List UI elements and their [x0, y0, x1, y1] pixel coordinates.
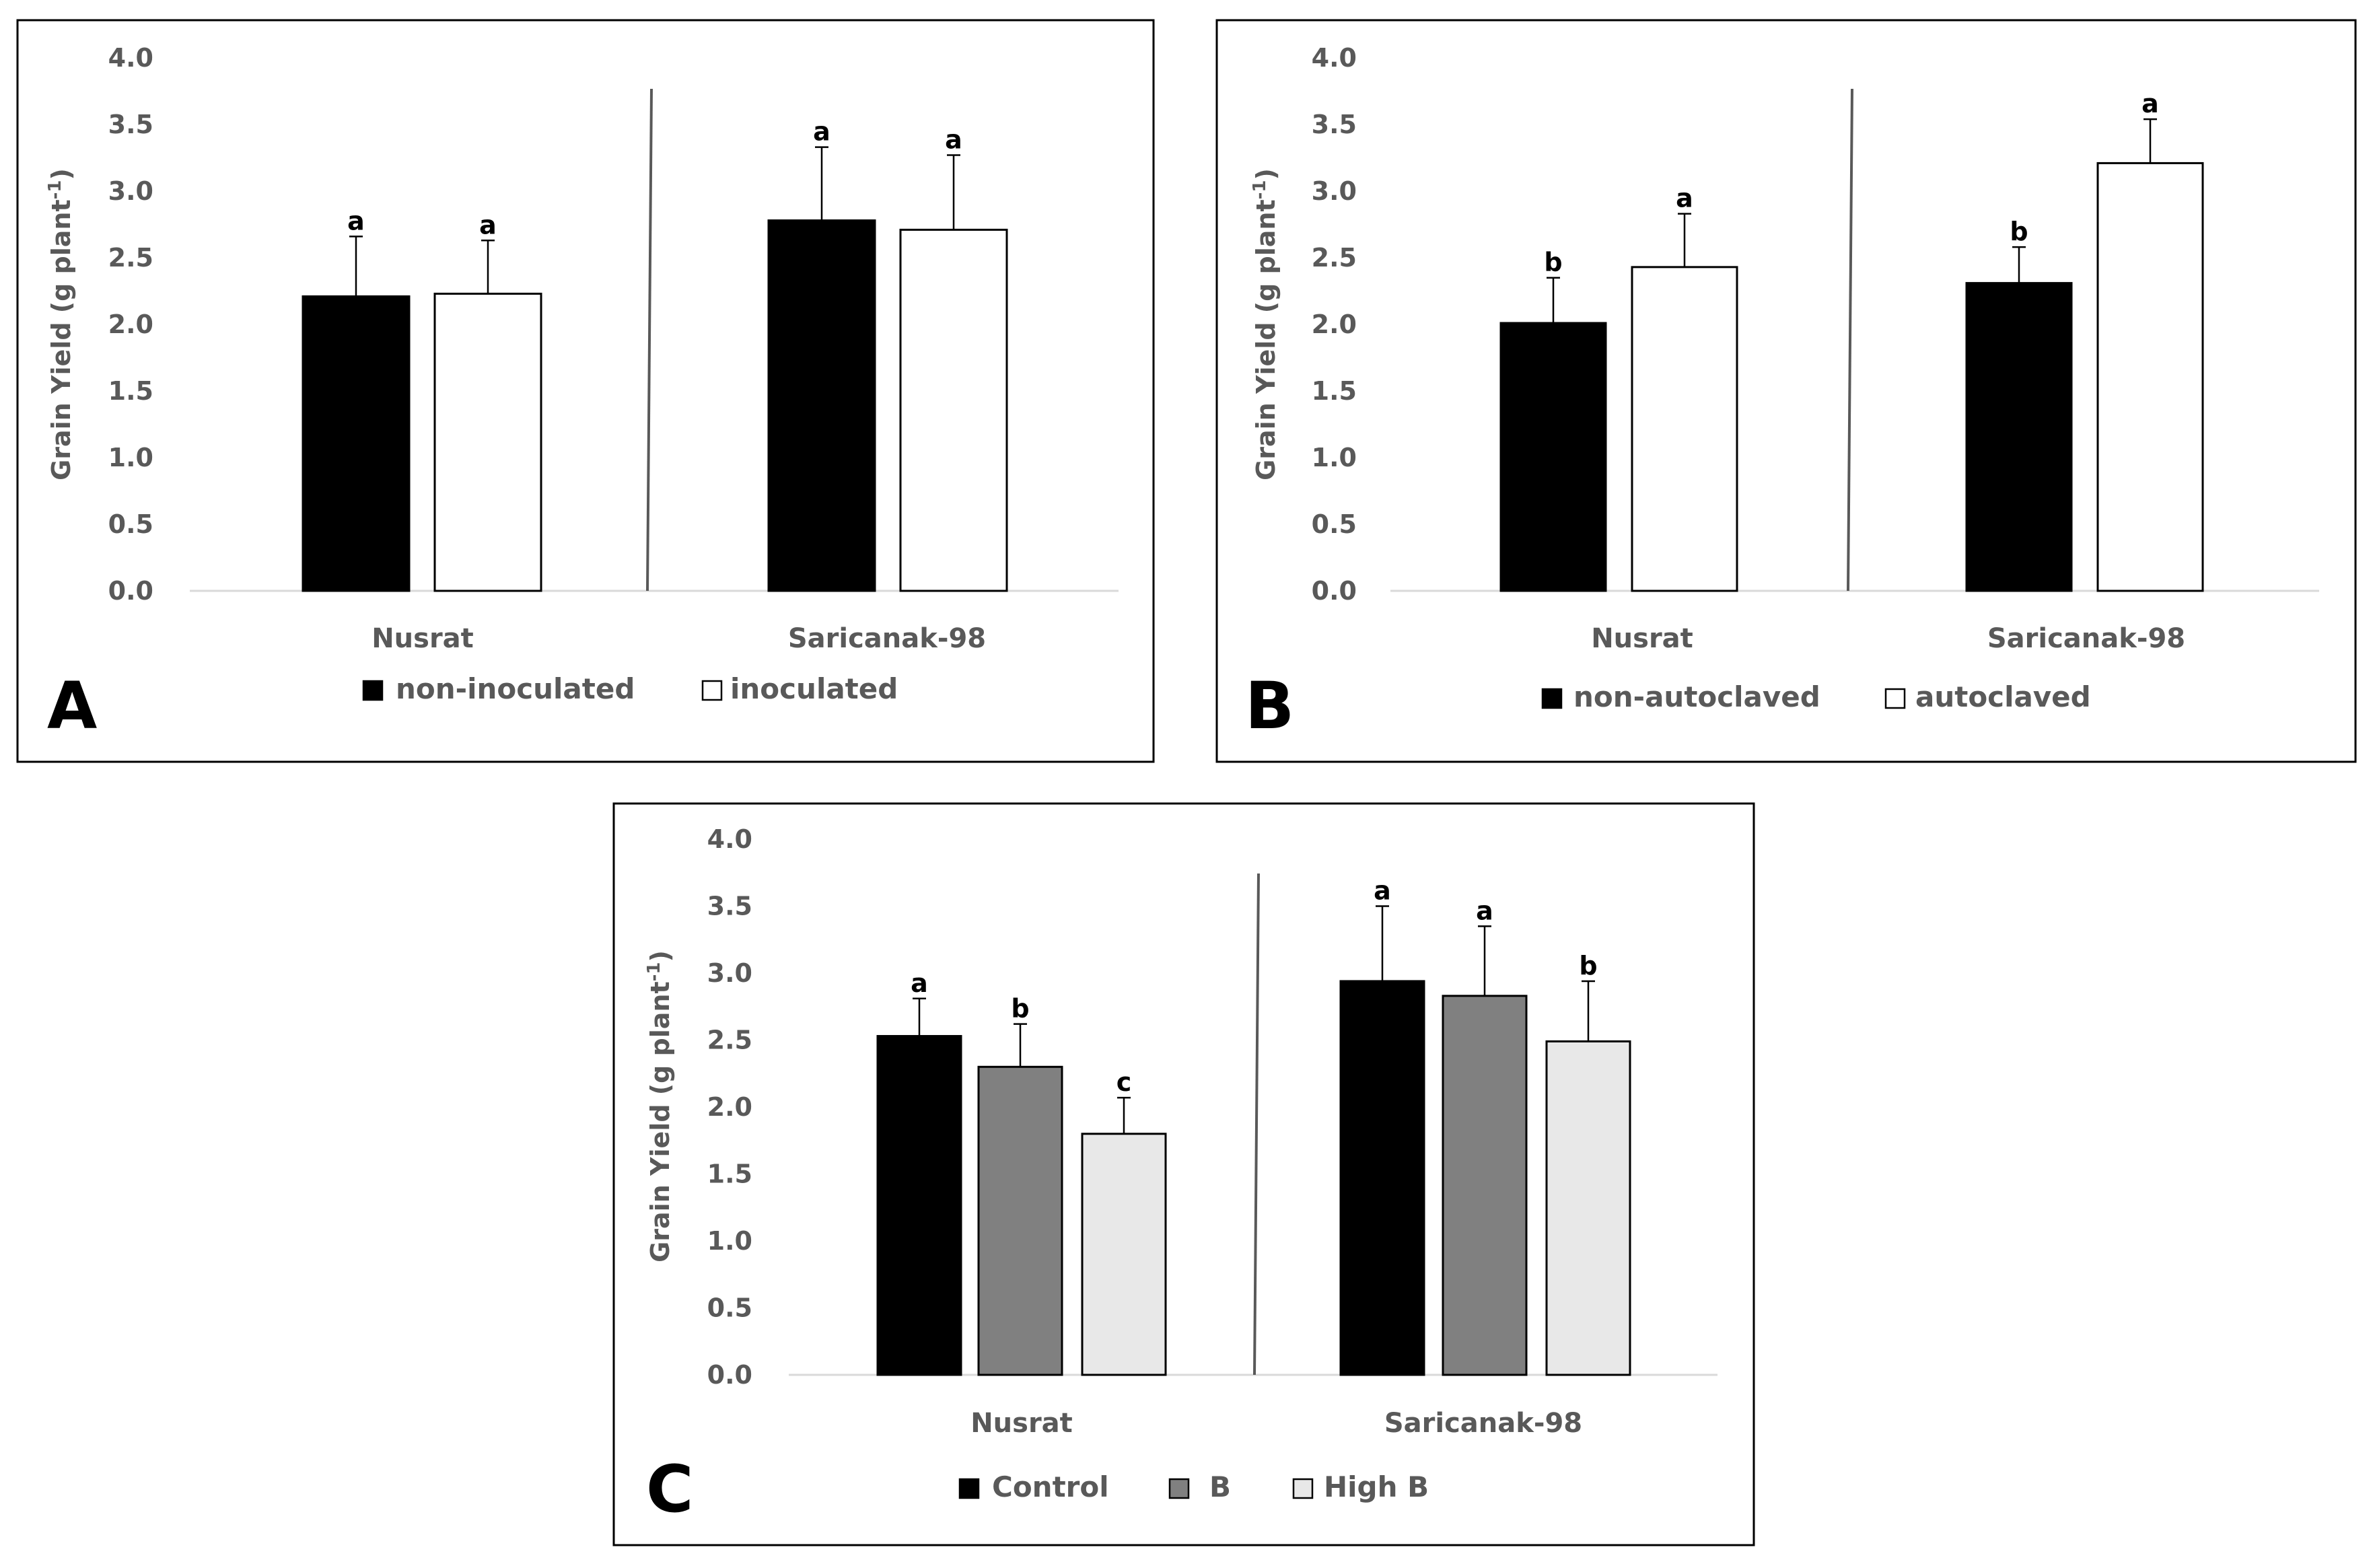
- bar: [899, 228, 1008, 592]
- y-tick-label: 0.0: [707, 1360, 752, 1390]
- y-tick-label: 3.5: [1312, 110, 1357, 139]
- significance-letter: a: [1476, 896, 1493, 925]
- y-axis-title: Grain Yield (g plant-1): [1250, 168, 1281, 480]
- y-tick-label: 2.0: [1312, 310, 1357, 339]
- significance-letter: a: [813, 117, 830, 147]
- y-tick-label: 0.5: [707, 1293, 752, 1323]
- significance-letter: b: [1544, 248, 1562, 277]
- y-tick-label: 1.5: [108, 376, 153, 406]
- legend-swatch: [362, 680, 384, 701]
- bar: [1081, 1133, 1167, 1376]
- y-tick-label: 3.0: [108, 176, 153, 206]
- y-axis-title: Grain Yield (g plant-1): [45, 168, 76, 480]
- y-axis-title-close: ): [1251, 168, 1281, 180]
- legend-label: inoculated: [730, 672, 898, 705]
- legend-label: non-autoclaved: [1573, 680, 1820, 713]
- y-tick-label: 2.5: [108, 243, 153, 273]
- group-separator: [646, 88, 653, 592]
- y-tick-label: 3.5: [108, 110, 153, 139]
- y-tick-label: 4.0: [707, 824, 752, 854]
- y-axis-title-superscript: -1: [644, 962, 664, 981]
- y-tick-label: 3.5: [707, 892, 752, 921]
- bar: [1965, 282, 2073, 592]
- significance-letter: a: [1676, 184, 1693, 213]
- chart-panel-b: 0.0 0.5 1.0 1.5 2.0 2.5 3.0 3.5 4.0 Grain Yield (…: [1215, 19, 2357, 763]
- category-label: Saricanak-98: [788, 623, 986, 654]
- bar: [1339, 980, 1425, 1376]
- legend-swatch: [701, 680, 723, 701]
- bar: [876, 1035, 962, 1376]
- y-tick-label: 0.0: [1312, 576, 1357, 606]
- y-tick-label: 1.0: [1312, 443, 1357, 472]
- significance-letter: a: [479, 210, 497, 240]
- y-axis-title: Grain Yield (g plant-1): [644, 950, 675, 1262]
- y-tick-label: 1.0: [707, 1226, 752, 1256]
- y-tick-label: 1.5: [707, 1160, 752, 1189]
- y-axis-title-superscript: -1: [1250, 180, 1270, 199]
- significance-letter: a: [2141, 89, 2159, 118]
- significance-letter: b: [1579, 951, 1597, 981]
- y-tick-label: 3.0: [1312, 176, 1357, 206]
- category-label: Saricanak-98: [1384, 1408, 1582, 1439]
- legend-swatch: [1884, 688, 1906, 709]
- significance-letter: b: [1011, 994, 1029, 1024]
- y-tick-label: 2.0: [108, 310, 153, 339]
- bar: [767, 219, 876, 592]
- category-label: Saricanak-98: [1987, 623, 2185, 654]
- legend-swatch: [958, 1478, 980, 1499]
- significance-letter: a: [911, 968, 928, 998]
- significance-letter: a: [945, 125, 962, 155]
- bar: [1499, 322, 1607, 592]
- y-tick-label: 0.0: [108, 576, 153, 606]
- significance-letter: b: [2010, 217, 2028, 246]
- y-axis-title-main: Grain Yield (g plant: [1251, 199, 1281, 480]
- significance-letter: a: [347, 206, 365, 236]
- y-tick-label: 2.5: [707, 1026, 752, 1055]
- bar: [1631, 266, 1738, 592]
- y-tick-label: 4.0: [1312, 43, 1357, 73]
- legend-label: High B: [1324, 1470, 1429, 1503]
- y-tick-label: 1.5: [1312, 376, 1357, 406]
- category-label: Nusrat: [1591, 623, 1693, 654]
- y-tick-label: 0.5: [1312, 509, 1357, 539]
- bar: [2096, 162, 2204, 592]
- y-tick-label: 2.0: [707, 1092, 752, 1122]
- significance-letter: a: [1374, 876, 1391, 906]
- group-separator: [1253, 873, 1260, 1376]
- legend-label: non-inoculated: [396, 672, 635, 705]
- bar: [302, 295, 411, 592]
- y-tick-label: 4.0: [108, 43, 153, 73]
- chart-panel-a: 0.0 0.5 1.0 1.5 2.0 2.5 3.0 3.5 4.0 Grain Yield (…: [16, 19, 1155, 763]
- bar: [977, 1065, 1063, 1376]
- category-label: Nusrat: [371, 623, 474, 654]
- legend-swatch: [1292, 1478, 1314, 1499]
- y-axis-title-close: ): [46, 168, 76, 180]
- legend-swatch: [1168, 1478, 1190, 1499]
- y-tick-label: 0.5: [108, 509, 153, 539]
- y-tick-label: 1.0: [108, 443, 153, 472]
- panel-label: C: [646, 1452, 693, 1527]
- significance-letter: c: [1117, 1067, 1132, 1097]
- panel-label: B: [1245, 668, 1294, 744]
- y-tick-label: 3.0: [707, 958, 752, 988]
- legend-label: B: [1209, 1470, 1231, 1503]
- bar: [1545, 1040, 1631, 1376]
- y-axis-title-superscript: -1: [45, 180, 65, 199]
- y-axis-title-main: Grain Yield (g plant: [46, 199, 76, 480]
- chart-panel-c: 0.0 0.5 1.0 1.5 2.0 2.5 3.0 3.5 4.0 Grain Yield (…: [612, 802, 1755, 1546]
- y-tick-label: 2.5: [1312, 243, 1357, 273]
- legend-swatch: [1541, 688, 1563, 709]
- legend-label: Control: [992, 1470, 1109, 1503]
- legend-label: autoclaved: [1915, 680, 2091, 713]
- y-axis-title-close: ): [645, 950, 675, 962]
- y-axis-title-main: Grain Yield (g plant: [645, 981, 675, 1262]
- category-label: Nusrat: [970, 1408, 1073, 1439]
- bar: [1442, 995, 1528, 1376]
- group-separator: [1847, 88, 1853, 592]
- bar: [433, 292, 542, 592]
- panel-label: A: [47, 668, 97, 744]
